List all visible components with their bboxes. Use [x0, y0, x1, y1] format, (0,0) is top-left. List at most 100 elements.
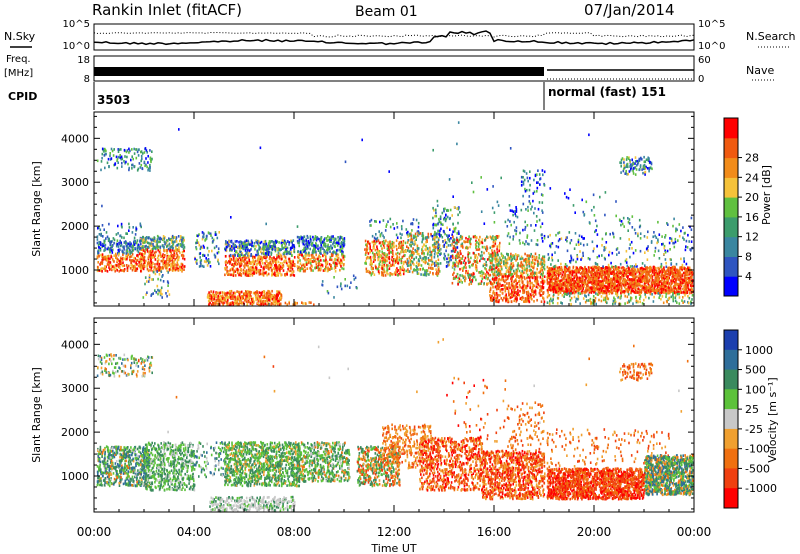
range-gate-cell	[461, 281, 463, 284]
range-gate-cell	[535, 280, 537, 283]
range-gate-cell	[339, 263, 342, 266]
range-gate-cell	[221, 301, 224, 305]
range-gate-cell	[229, 303, 231, 307]
range-gate-cell	[396, 267, 398, 270]
range-gate-cell	[486, 258, 489, 261]
range-gate-cell	[150, 264, 152, 267]
range-gate-cell	[183, 239, 185, 242]
range-gate-cell	[137, 154, 140, 157]
range-gate-cell	[422, 249, 424, 253]
range-gate-cell	[386, 255, 388, 259]
nave-bottom-tick: 0	[698, 74, 704, 85]
range-gate-cell	[236, 269, 239, 273]
range-gate-cell	[169, 245, 171, 249]
range-gate-cell	[487, 282, 490, 285]
range-gate-cell	[537, 169, 539, 172]
range-gate-cell	[218, 297, 221, 300]
range-gate-cell	[421, 232, 424, 235]
range-gate-cell	[495, 255, 498, 259]
range-gate-cell	[143, 258, 145, 262]
range-gate-cell	[498, 269, 500, 273]
range-gate-cell	[229, 248, 231, 252]
range-gate-cell	[410, 222, 412, 226]
range-gate-cell	[341, 267, 343, 270]
range-gate-cell	[278, 299, 280, 303]
range-gate-cell	[236, 246, 239, 249]
range-gate-cell	[536, 275, 539, 279]
range-gate-cell	[290, 251, 293, 254]
range-gate-cell	[607, 286, 610, 290]
range-gate-cell	[172, 263, 174, 267]
range-gate-cell	[283, 246, 286, 250]
range-gate-cell	[232, 268, 234, 271]
range-gate-cell	[129, 258, 131, 262]
range-gate-cell	[114, 163, 116, 166]
range-gate-cell	[425, 244, 427, 248]
range-gate-cell	[467, 271, 469, 275]
range-gate-cell	[337, 239, 340, 242]
range-gate-cell	[462, 255, 464, 258]
range-gate-cell	[293, 256, 296, 259]
range-gate-cell	[179, 243, 182, 247]
range-gate-cell	[305, 247, 308, 251]
range-gate-cell	[506, 261, 509, 265]
range-gate-cell	[398, 252, 401, 256]
range-gate-cell	[239, 256, 242, 259]
range-gate-cell	[309, 262, 312, 265]
range-gate-cell	[152, 243, 154, 246]
range-gate-cell	[104, 248, 106, 252]
range-gate-cell	[409, 258, 412, 262]
range-gate-cell	[283, 259, 286, 263]
range-gate-cell	[483, 222, 486, 225]
range-gate-cell	[215, 294, 218, 298]
range-gate-cell	[386, 247, 389, 250]
range-gate-cell	[256, 296, 258, 299]
range-gate-cell	[691, 284, 694, 288]
range-gate-cell	[416, 249, 419, 253]
range-gate-cell	[371, 262, 373, 265]
range-gate-cell	[429, 271, 431, 274]
range-gate-cell	[381, 241, 384, 244]
range-gate-cell	[502, 254, 504, 258]
range-gate-cell	[286, 271, 288, 274]
range-gate-cell	[475, 278, 477, 282]
range-gate-cell	[486, 270, 488, 274]
range-gate-cell	[526, 269, 528, 273]
range-gate-cell	[329, 250, 331, 253]
range-gate-cell	[289, 266, 291, 270]
range-gate-cell	[378, 256, 380, 259]
range-gate-cell	[373, 273, 376, 276]
range-gate-cell	[439, 253, 441, 256]
range-gate-cell	[143, 264, 146, 267]
range-gate-cell	[380, 231, 383, 235]
range-gate-cell	[257, 258, 259, 261]
range-gate-cell	[453, 271, 455, 275]
range-gate-cell	[499, 269, 502, 273]
range-gate-cell	[543, 184, 546, 187]
range-gate-cell	[179, 236, 182, 240]
range-gate-cell	[258, 299, 261, 302]
range-gate-cell	[408, 256, 411, 259]
range-gate-cell	[220, 297, 222, 301]
range-gate-cell	[330, 240, 332, 243]
range-gate-cell	[533, 300, 535, 303]
range-gate-cell	[278, 291, 280, 295]
range-gate-cell	[246, 243, 248, 247]
range-gate-cell	[245, 294, 247, 298]
range-gate-cell	[434, 214, 436, 218]
range-gate-cell	[397, 273, 399, 277]
range-gate-cell	[413, 263, 415, 266]
range-gate-cell	[321, 283, 324, 287]
range-gate-cell	[497, 300, 500, 304]
range-gate-cell	[389, 240, 391, 244]
range-gate-cell	[303, 239, 306, 243]
range-gate-cell	[539, 183, 541, 186]
range-gate-cell	[278, 252, 281, 255]
range-gate-cell	[494, 254, 497, 257]
range-gate-cell	[489, 288, 492, 291]
range-gate-cell	[262, 262, 264, 265]
range-gate-cell	[537, 264, 539, 267]
range-gate-cell	[410, 259, 412, 263]
range-gate-cell	[532, 293, 535, 297]
range-gate-cell	[389, 272, 392, 275]
